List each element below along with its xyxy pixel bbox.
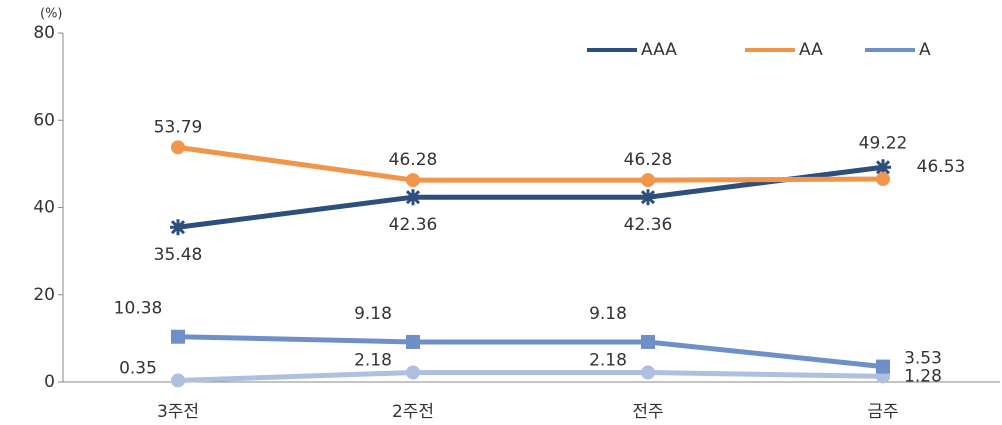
- data-label: 46.28: [389, 150, 438, 170]
- data-label: 42.36: [389, 215, 438, 235]
- y-tick-label: 60: [33, 110, 55, 130]
- data-label: 0.35: [119, 358, 157, 378]
- data-label: 10.38: [114, 299, 163, 319]
- y-tick-label: 80: [33, 23, 55, 43]
- data-label: 1.28: [904, 366, 942, 386]
- y-tick-label: 0: [44, 372, 55, 392]
- series-line: [177, 164, 884, 230]
- x-tick-label: 금주: [867, 402, 898, 422]
- data-label: 42.36: [624, 215, 673, 235]
- point: [876, 172, 890, 187]
- legend-label: AA: [799, 40, 823, 60]
- point: [641, 365, 655, 380]
- point: [641, 334, 655, 349]
- y-tick-label: 20: [33, 285, 55, 305]
- data-label: 9.18: [589, 304, 627, 324]
- point: [406, 365, 420, 380]
- point: [406, 173, 420, 188]
- point: [171, 329, 185, 344]
- data-label: 3.53: [904, 349, 942, 369]
- data-label: 9.18: [354, 304, 392, 324]
- series-line: [177, 144, 884, 183]
- y-unit: (%): [40, 7, 63, 22]
- point: [640, 189, 656, 206]
- point: [876, 359, 890, 374]
- point: [171, 140, 185, 155]
- data-label: 2.18: [354, 350, 392, 370]
- y-tick-label: 40: [33, 198, 55, 218]
- data-label: 46.53: [917, 157, 966, 177]
- x-tick-label: 2주전: [392, 402, 434, 422]
- point: [641, 173, 655, 188]
- series-line: [177, 369, 884, 383]
- point: [405, 189, 421, 206]
- point: [171, 373, 185, 388]
- point: [406, 334, 420, 349]
- data-label: 2.18: [589, 350, 627, 370]
- legend-label: AAA: [641, 40, 677, 60]
- data-label: 46.28: [624, 150, 673, 170]
- point: [170, 219, 186, 236]
- x-tick-label: 3주전: [157, 402, 199, 422]
- legend-label: A: [919, 40, 931, 60]
- series-line: [177, 334, 884, 370]
- x-tick-label: 전주: [632, 402, 663, 422]
- data-label: 49.22: [859, 133, 908, 153]
- point: [875, 159, 891, 176]
- data-label: 35.48: [154, 245, 203, 265]
- data-label: 53.79: [154, 117, 203, 137]
